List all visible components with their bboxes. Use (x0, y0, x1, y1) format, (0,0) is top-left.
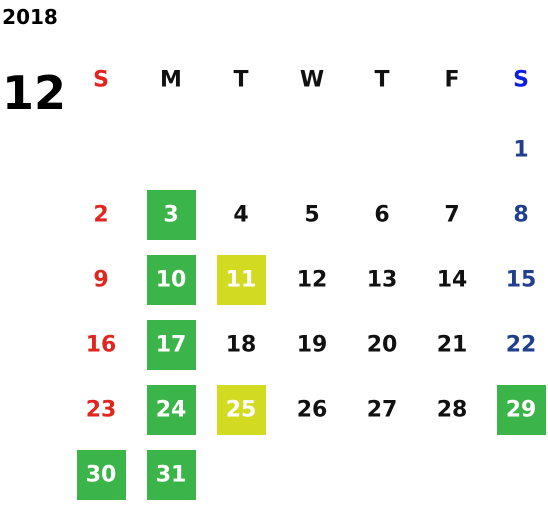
day: 2 (93, 203, 108, 228)
day: 11 (226, 268, 257, 293)
day: 22 (506, 333, 537, 358)
weekday-header: T (374, 68, 389, 93)
year: 2018 (2, 5, 58, 29)
day: 7 (444, 203, 459, 228)
day: 23 (86, 398, 117, 423)
day: 28 (437, 398, 468, 423)
day: 27 (367, 398, 398, 423)
day: 26 (297, 398, 328, 423)
day-highlight (147, 255, 196, 305)
day: 1 (513, 138, 528, 163)
day: 19 (297, 333, 328, 358)
day: 8 (513, 203, 528, 228)
day: 15 (506, 268, 537, 293)
day: 30 (86, 463, 117, 488)
day: 25 (226, 398, 257, 423)
day: 14 (437, 268, 468, 293)
day: 10 (156, 268, 187, 293)
day: 6 (374, 203, 389, 228)
day: 31 (156, 463, 187, 488)
day: 20 (367, 333, 398, 358)
day-highlight (217, 385, 266, 435)
month: 12 (2, 66, 66, 120)
weekday-header: F (444, 68, 459, 93)
day: 18 (226, 333, 257, 358)
day-highlight (77, 450, 126, 500)
day: 5 (304, 203, 319, 228)
day: 21 (437, 333, 468, 358)
day-highlight (217, 255, 266, 305)
day: 4 (233, 203, 248, 228)
weekday-header: S (513, 68, 529, 93)
day: 16 (86, 333, 117, 358)
weekday-header: S (93, 68, 109, 93)
day: 24 (156, 398, 187, 423)
weekday-header: W (300, 68, 324, 93)
day: 9 (93, 268, 108, 293)
day-highlight (147, 190, 196, 240)
day: 3 (163, 203, 178, 228)
day: 17 (156, 333, 187, 358)
day-highlight (147, 385, 196, 435)
day: 13 (367, 268, 398, 293)
day: 29 (506, 398, 537, 423)
weekday-header: M (160, 68, 182, 93)
day-highlight (147, 450, 196, 500)
weekday-header: T (233, 68, 248, 93)
day-highlight (147, 320, 196, 370)
day: 12 (297, 268, 328, 293)
day-highlight (497, 385, 546, 435)
